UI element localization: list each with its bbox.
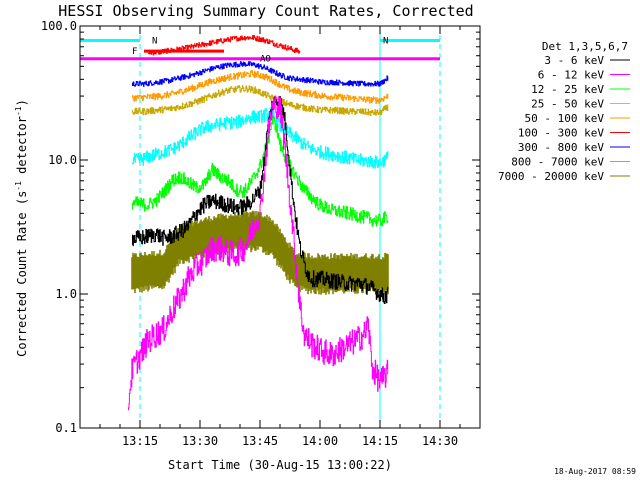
legend-label: 25 - 50 keV [531,98,604,111]
x-tick-label: 13:15 [122,434,158,448]
flag-label-F-2: F [132,47,137,57]
plot-area [80,26,480,428]
legend-label: 800 - 7000 keV [511,156,604,169]
y-tick-label: 0.1 [55,421,77,435]
legend-label: 50 - 100 keV [525,112,605,125]
series-line-300-800keV [132,61,389,87]
legend-label: 300 - 800 keV [518,141,604,154]
y-tick-label: 1.0 [55,287,77,301]
series-line-6-12keV [128,95,389,411]
flag-label-AO-3: AO [260,55,271,65]
flags-layer: N N F AO [80,36,440,65]
series-line-800-7000keV [132,85,389,116]
x-axis-label: Start Time (30-Aug-15 13:00:22) [168,458,392,472]
series-layer [128,35,389,411]
legend-header: Det 1,3,5,6,7 [542,40,628,53]
series-line-7000-20000keV [131,210,389,295]
x-tick-label: 13:45 [242,434,278,448]
series-line-25-50keV [132,107,389,169]
flag-label-N-1: N [383,36,388,46]
x-tick-label: 13:30 [182,434,218,448]
legend-label: 7000 - 20000 keV [498,170,604,183]
y-tick-label: 10.0 [48,153,77,167]
legend-label: 12 - 25 keV [531,83,604,96]
series-line-12-25keV [132,115,389,227]
flag-label-N-0: N [152,36,157,46]
series-line-50-100keV [132,70,389,104]
chart-title: HESSI Observing Summary Count Rates, Cor… [58,2,473,20]
timestamp: 18-Aug-2017 08:59 [554,467,636,476]
legend-label: 3 - 6 keV [544,54,604,67]
series-line-100-300keV [148,35,301,56]
axes: 13:15 13:30 13:45 14:00 14:15 14:30 0.1 1.0 10.0… [41,19,481,448]
legend-label: 100 - 300 keV [518,127,604,140]
x-tick-label: 14:15 [362,434,398,448]
x-tick-label: 14:30 [422,434,458,448]
plot-background [80,26,480,428]
y-tick-label: 100.0 [41,19,77,33]
legend-label: 6 - 12 keV [538,69,605,82]
series-line-3-6keV [132,96,389,304]
x-tick-label: 14:00 [302,434,338,448]
y-axis-label: Corrected Count Rate (s-1 detector-1) [14,99,29,357]
